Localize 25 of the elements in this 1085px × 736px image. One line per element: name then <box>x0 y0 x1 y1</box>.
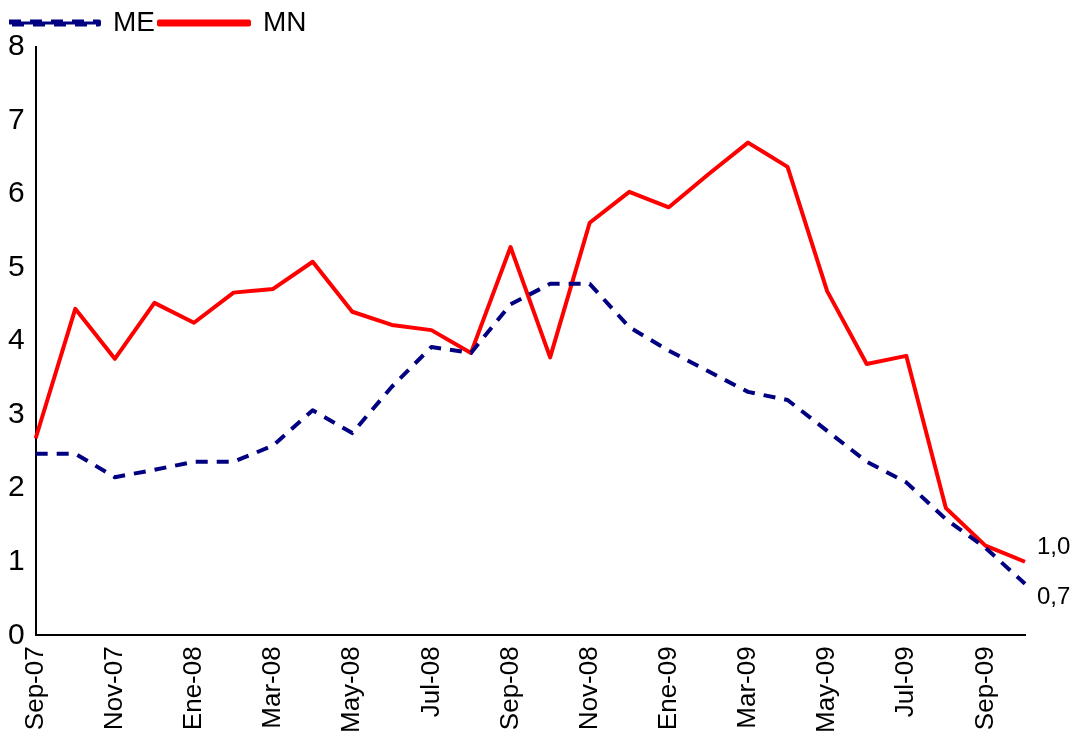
y-tick-label: 4 <box>8 322 25 356</box>
y-tick-label: 1 <box>8 543 25 577</box>
y-tick-label: 3 <box>8 395 25 429</box>
x-tick-label: Nov-08 <box>572 646 603 731</box>
x-tick-label: Mar-09 <box>731 646 762 729</box>
y-tick-label: 6 <box>8 175 25 209</box>
data-label: 0,7 <box>1037 582 1071 610</box>
line-series <box>33 281 1027 586</box>
x-tick-label: Mar-08 <box>256 646 287 729</box>
y-tick-label: 2 <box>8 469 25 503</box>
x-tick-label: Ene-08 <box>177 646 208 731</box>
y-tick-label: 8 <box>8 28 25 62</box>
x-tick-label: Sep-09 <box>968 646 999 731</box>
x-tick-label: May-09 <box>810 646 841 734</box>
x-tick-label: Jul-09 <box>889 646 920 718</box>
x-tick-label: May-08 <box>335 646 366 734</box>
legend-label: ME <box>113 5 155 37</box>
data-label: 1,0 <box>1037 532 1071 560</box>
legend-label: MN <box>263 5 307 37</box>
y-tick-label: 5 <box>8 248 25 282</box>
x-tick-label: Ene-09 <box>652 646 683 731</box>
x-tick-label: Jul-08 <box>414 646 445 718</box>
x-tick-label: Sep-08 <box>493 646 524 731</box>
y-tick-label: 7 <box>8 101 25 135</box>
x-tick-label: Nov-07 <box>98 646 128 731</box>
